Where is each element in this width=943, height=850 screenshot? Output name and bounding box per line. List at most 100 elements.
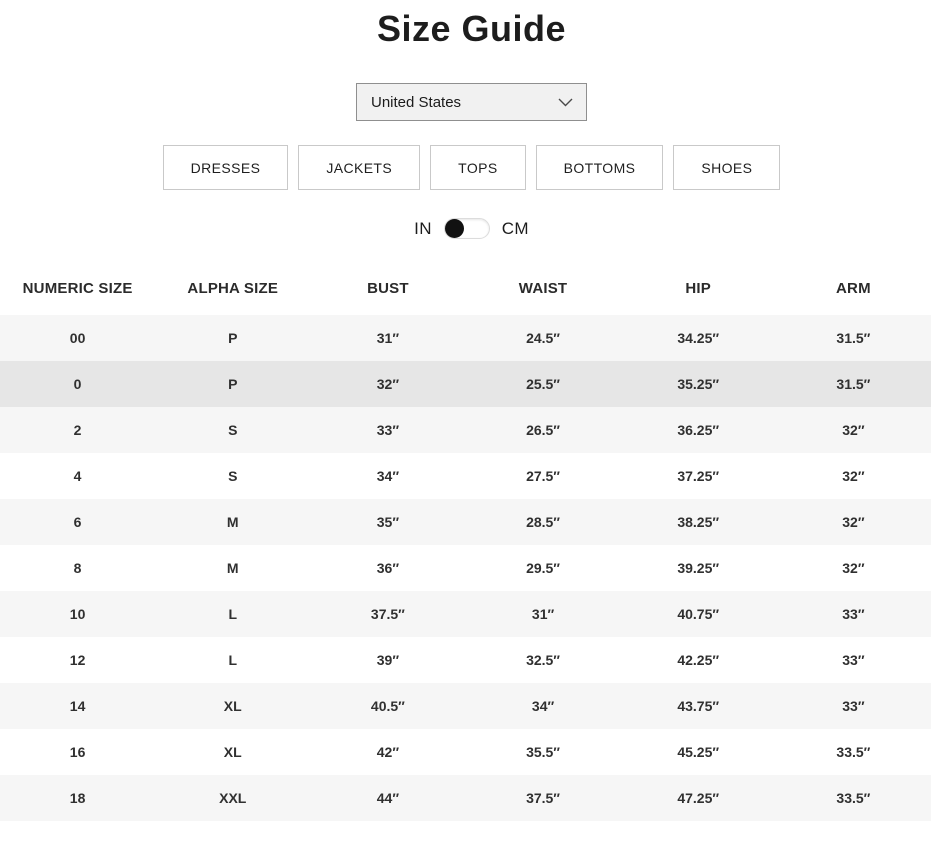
category-tab-tops[interactable]: TOPS xyxy=(430,145,526,190)
table-cell: 33″ xyxy=(376,422,400,438)
table-cell: 33″ xyxy=(842,652,865,668)
table-cell: 42″ xyxy=(376,744,400,760)
chevron-down-icon xyxy=(558,98,573,107)
table-cell: 28.5″ xyxy=(526,514,561,530)
table-cell: 32″ xyxy=(842,468,865,484)
country-select[interactable]: United States xyxy=(356,83,587,121)
table-row: 8 M 36″ 29.5″ 39.25″ 32″ xyxy=(0,545,931,591)
table-row: 16 XL 42″ 35.5″ 45.25″ 33.5″ xyxy=(0,729,931,775)
table-cell: 12 xyxy=(69,652,86,668)
table-cell: XL xyxy=(223,698,242,714)
table-cell: 2 xyxy=(73,422,82,438)
category-tab-bottoms[interactable]: BOTTOMS xyxy=(535,145,664,190)
table-cell: 37.5″ xyxy=(370,606,405,622)
table-cell: 33″ xyxy=(842,698,865,714)
table-cell: XXL xyxy=(219,790,247,806)
country-select-row: United States xyxy=(0,83,943,121)
table-cell: 32″ xyxy=(376,376,400,392)
column-header-waist: WAIST xyxy=(465,272,621,315)
table-cell: 35.25″ xyxy=(677,376,720,392)
size-table: NUMERIC SIZE ALPHA SIZE BUST WAIST HIP ARM 00… xyxy=(0,272,931,821)
page-title: Size Guide xyxy=(376,8,567,49)
category-tab-shoes[interactable]: SHOES xyxy=(673,145,781,190)
unit-toggle-switch[interactable] xyxy=(443,218,490,239)
table-row: 14 XL 40.5″ 34″ 43.75″ 33″ xyxy=(0,683,931,729)
unit-label-cm[interactable]: CM xyxy=(501,218,529,238)
table-cell: 39″ xyxy=(376,652,400,668)
table-cell: 29.5″ xyxy=(526,560,561,576)
table-cell: 31.5″ xyxy=(836,376,871,392)
table-cell: 47.25″ xyxy=(677,790,720,806)
unit-toggle-row: IN CM xyxy=(0,217,943,240)
table-cell: 18 xyxy=(69,790,86,806)
table-row: 0 P 32″ 25.5″ 35.25″ 31.5″ xyxy=(0,361,931,407)
table-cell: 4 xyxy=(73,468,82,484)
table-row: 2 S 33″ 26.5″ 36.25″ 32″ xyxy=(0,407,931,453)
table-cell: 38.25″ xyxy=(677,514,720,530)
table-cell: 32″ xyxy=(842,514,865,530)
table-cell: M xyxy=(226,560,239,576)
column-header-arm: ARM xyxy=(775,272,931,315)
table-cell: P xyxy=(228,330,238,346)
table-cell: 26.5″ xyxy=(526,422,561,438)
table-row: 18 XXL 44″ 37.5″ 47.25″ 33.5″ xyxy=(0,775,931,821)
table-cell: 44″ xyxy=(376,790,400,806)
table-row: 6 M 35″ 28.5″ 38.25″ 32″ xyxy=(0,499,931,545)
table-cell: 43.75″ xyxy=(677,698,720,714)
table-cell: 14 xyxy=(69,698,86,714)
table-cell: 36″ xyxy=(376,560,400,576)
table-cell: 32.5″ xyxy=(526,652,561,668)
table-row: 00 P 31″ 24.5″ 34.25″ 31.5″ xyxy=(0,315,931,361)
table-cell: 33.5″ xyxy=(836,744,871,760)
table-cell: 35.5″ xyxy=(526,744,561,760)
table-cell: 34″ xyxy=(531,698,555,714)
toggle-knob-icon xyxy=(444,219,464,238)
table-cell: 35″ xyxy=(376,514,400,530)
table-row: 10 L 37.5″ 31″ 40.75″ 33″ xyxy=(0,591,931,637)
table-cell: P xyxy=(228,376,238,392)
table-cell: L xyxy=(228,606,238,622)
table-cell: 25.5″ xyxy=(526,376,561,392)
table-cell: 37.5″ xyxy=(526,790,561,806)
table-cell: 40.75″ xyxy=(677,606,720,622)
column-header-bust: BUST xyxy=(310,272,466,315)
category-tab-jackets[interactable]: JACKETS xyxy=(298,145,421,190)
table-cell: 40.5″ xyxy=(370,698,405,714)
table-cell: 45.25″ xyxy=(677,744,720,760)
table-cell: 31″ xyxy=(531,606,555,622)
table-cell: 00 xyxy=(69,330,86,346)
table-cell: 32″ xyxy=(842,560,865,576)
table-cell: 37.25″ xyxy=(677,468,720,484)
column-header-alpha-size: ALPHA SIZE xyxy=(155,272,311,315)
table-cell: 0 xyxy=(73,376,82,392)
table-cell: 16 xyxy=(69,744,86,760)
unit-label-in[interactable]: IN xyxy=(414,218,432,238)
table-cell: 24.5″ xyxy=(526,330,561,346)
category-tab-dresses[interactable]: DRESSES xyxy=(162,145,289,190)
column-header-hip: HIP xyxy=(620,272,776,315)
column-header-numeric-size: NUMERIC SIZE xyxy=(0,272,156,315)
table-cell: 33″ xyxy=(842,606,865,622)
table-cell: 34.25″ xyxy=(677,330,720,346)
table-cell: M xyxy=(226,514,239,530)
table-cell: 42.25″ xyxy=(677,652,720,668)
table-cell: 8 xyxy=(73,560,82,576)
table-cell: 36.25″ xyxy=(677,422,720,438)
table-cell: 31″ xyxy=(376,330,400,346)
country-select-value: United States xyxy=(371,93,462,111)
table-cell: 33.5″ xyxy=(836,790,871,806)
table-cell: 34″ xyxy=(376,468,400,484)
size-table-header: NUMERIC SIZE ALPHA SIZE BUST WAIST HIP ARM xyxy=(0,272,931,315)
table-cell: XL xyxy=(223,744,242,760)
table-row: 12 L 39″ 32.5″ 42.25″ 33″ xyxy=(0,637,931,683)
table-cell: 32″ xyxy=(842,422,865,438)
table-cell: S xyxy=(228,468,238,484)
table-cell: 27.5″ xyxy=(526,468,561,484)
table-cell: 10 xyxy=(69,606,86,622)
category-tabs: DRESSES JACKETS TOPS BOTTOMS SHOES xyxy=(0,145,943,190)
table-cell: 39.25″ xyxy=(677,560,720,576)
table-cell: L xyxy=(228,652,238,668)
table-cell: S xyxy=(228,422,238,438)
table-cell: 31.5″ xyxy=(836,330,871,346)
